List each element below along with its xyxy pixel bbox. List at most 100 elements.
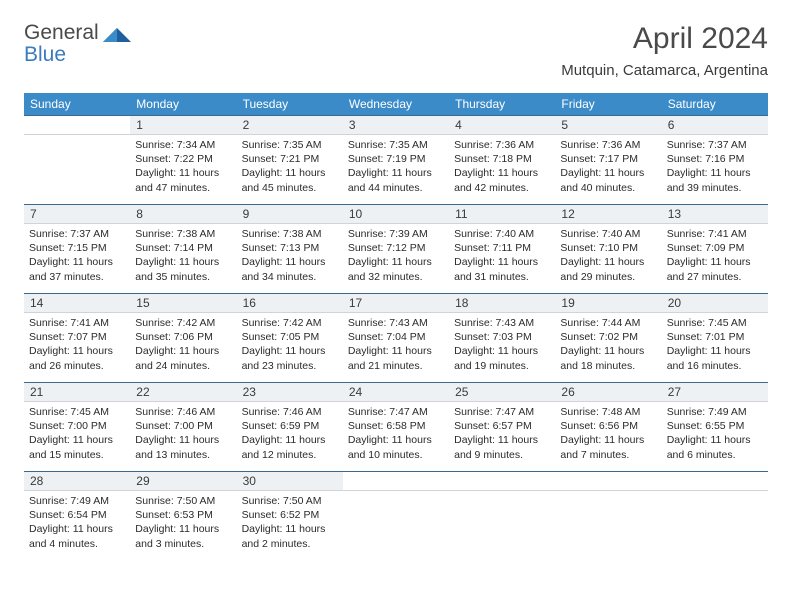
day-number-cell: 16 (237, 294, 343, 313)
daylight-text-2: and 35 minutes. (135, 270, 231, 284)
daylight-text-1: Daylight: 11 hours (242, 522, 338, 536)
sunrise-text: Sunrise: 7:42 AM (135, 316, 231, 330)
sunrise-text: Sunrise: 7:43 AM (454, 316, 550, 330)
daylight-text-2: and 24 minutes. (135, 359, 231, 373)
sunrise-text: Sunrise: 7:42 AM (242, 316, 338, 330)
day-detail-cell: Sunrise: 7:46 AMSunset: 7:00 PMDaylight:… (130, 402, 236, 472)
daylight-text-1: Daylight: 11 hours (667, 255, 763, 269)
sunset-text: Sunset: 7:19 PM (348, 152, 444, 166)
header: General Blue April 2024 Mutquin, Catamar… (24, 22, 768, 79)
sunset-text: Sunset: 7:03 PM (454, 330, 550, 344)
day-number-row: 21222324252627 (24, 383, 768, 402)
daylight-text-2: and 10 minutes. (348, 448, 444, 462)
daylight-text-1: Daylight: 11 hours (135, 255, 231, 269)
brand-mark-icon (103, 24, 131, 46)
sunrise-text: Sunrise: 7:38 AM (242, 227, 338, 241)
page: General Blue April 2024 Mutquin, Catamar… (0, 0, 792, 561)
day-number-row: 78910111213 (24, 205, 768, 224)
day-detail-cell: Sunrise: 7:41 AMSunset: 7:07 PMDaylight:… (24, 313, 130, 383)
sunrise-text: Sunrise: 7:47 AM (454, 405, 550, 419)
day-detail-cell: Sunrise: 7:35 AMSunset: 7:19 PMDaylight:… (343, 135, 449, 205)
day-detail-cell: Sunrise: 7:44 AMSunset: 7:02 PMDaylight:… (555, 313, 661, 383)
day-detail-cell (662, 491, 768, 561)
day-detail-cell: Sunrise: 7:48 AMSunset: 6:56 PMDaylight:… (555, 402, 661, 472)
daylight-text-1: Daylight: 11 hours (348, 344, 444, 358)
day-number-cell: 26 (555, 383, 661, 402)
sunset-text: Sunset: 7:02 PM (560, 330, 656, 344)
day-number-row: 282930 (24, 472, 768, 491)
daylight-text-1: Daylight: 11 hours (242, 166, 338, 180)
day-detail-cell: Sunrise: 7:50 AMSunset: 6:52 PMDaylight:… (237, 491, 343, 561)
day-detail-cell (343, 491, 449, 561)
sunrise-text: Sunrise: 7:45 AM (667, 316, 763, 330)
sunrise-text: Sunrise: 7:34 AM (135, 138, 231, 152)
day-number-cell: 5 (555, 116, 661, 135)
day-detail-cell: Sunrise: 7:47 AMSunset: 6:57 PMDaylight:… (449, 402, 555, 472)
daylight-text-1: Daylight: 11 hours (560, 344, 656, 358)
sunrise-text: Sunrise: 7:35 AM (242, 138, 338, 152)
weekday-header: Wednesday (343, 93, 449, 116)
day-detail-cell: Sunrise: 7:40 AMSunset: 7:11 PMDaylight:… (449, 224, 555, 294)
daylight-text-1: Daylight: 11 hours (242, 433, 338, 447)
daylight-text-2: and 34 minutes. (242, 270, 338, 284)
daylight-text-1: Daylight: 11 hours (29, 522, 125, 536)
weekday-header: Sunday (24, 93, 130, 116)
day-number-cell (24, 116, 130, 135)
day-number-cell: 30 (237, 472, 343, 491)
sunset-text: Sunset: 7:00 PM (29, 419, 125, 433)
day-number-cell: 19 (555, 294, 661, 313)
sunset-text: Sunset: 7:21 PM (242, 152, 338, 166)
day-number-cell: 22 (130, 383, 236, 402)
daylight-text-1: Daylight: 11 hours (135, 522, 231, 536)
sunrise-text: Sunrise: 7:43 AM (348, 316, 444, 330)
title-block: April 2024 Mutquin, Catamarca, Argentina (561, 22, 768, 79)
daylight-text-2: and 9 minutes. (454, 448, 550, 462)
day-number-cell (449, 472, 555, 491)
daylight-text-1: Daylight: 11 hours (454, 344, 550, 358)
page-subtitle: Mutquin, Catamarca, Argentina (561, 62, 768, 79)
day-detail-cell (449, 491, 555, 561)
sunset-text: Sunset: 7:06 PM (135, 330, 231, 344)
day-detail-cell: Sunrise: 7:40 AMSunset: 7:10 PMDaylight:… (555, 224, 661, 294)
day-number-cell (343, 472, 449, 491)
daylight-text-2: and 37 minutes. (29, 270, 125, 284)
day-number-row: 14151617181920 (24, 294, 768, 313)
day-number-cell: 7 (24, 205, 130, 224)
day-number-cell: 4 (449, 116, 555, 135)
day-number-cell: 29 (130, 472, 236, 491)
sunset-text: Sunset: 6:58 PM (348, 419, 444, 433)
daylight-text-1: Daylight: 11 hours (135, 166, 231, 180)
daylight-text-1: Daylight: 11 hours (135, 344, 231, 358)
day-number-cell: 21 (24, 383, 130, 402)
day-number-cell: 6 (662, 116, 768, 135)
day-number-cell: 12 (555, 205, 661, 224)
day-number-cell: 13 (662, 205, 768, 224)
day-number-cell: 10 (343, 205, 449, 224)
day-detail-cell: Sunrise: 7:49 AMSunset: 6:55 PMDaylight:… (662, 402, 768, 472)
weekday-header: Monday (130, 93, 236, 116)
daylight-text-2: and 12 minutes. (242, 448, 338, 462)
sunrise-text: Sunrise: 7:50 AM (135, 494, 231, 508)
day-number-cell (555, 472, 661, 491)
day-detail-cell: Sunrise: 7:45 AMSunset: 7:01 PMDaylight:… (662, 313, 768, 383)
daylight-text-2: and 31 minutes. (454, 270, 550, 284)
sunset-text: Sunset: 6:55 PM (667, 419, 763, 433)
day-detail-row: Sunrise: 7:45 AMSunset: 7:00 PMDaylight:… (24, 402, 768, 472)
sunrise-text: Sunrise: 7:39 AM (348, 227, 444, 241)
day-detail-cell: Sunrise: 7:42 AMSunset: 7:06 PMDaylight:… (130, 313, 236, 383)
daylight-text-2: and 42 minutes. (454, 181, 550, 195)
weekday-header: Thursday (449, 93, 555, 116)
sunrise-text: Sunrise: 7:37 AM (667, 138, 763, 152)
day-number-cell: 23 (237, 383, 343, 402)
sunrise-text: Sunrise: 7:40 AM (560, 227, 656, 241)
daylight-text-1: Daylight: 11 hours (242, 255, 338, 269)
sunrise-text: Sunrise: 7:48 AM (560, 405, 656, 419)
daylight-text-1: Daylight: 11 hours (454, 433, 550, 447)
day-number-cell: 8 (130, 205, 236, 224)
sunset-text: Sunset: 7:00 PM (135, 419, 231, 433)
day-detail-cell: Sunrise: 7:43 AMSunset: 7:04 PMDaylight:… (343, 313, 449, 383)
sunrise-text: Sunrise: 7:40 AM (454, 227, 550, 241)
day-detail-cell: Sunrise: 7:47 AMSunset: 6:58 PMDaylight:… (343, 402, 449, 472)
day-detail-row: Sunrise: 7:34 AMSunset: 7:22 PMDaylight:… (24, 135, 768, 205)
weekday-header: Friday (555, 93, 661, 116)
